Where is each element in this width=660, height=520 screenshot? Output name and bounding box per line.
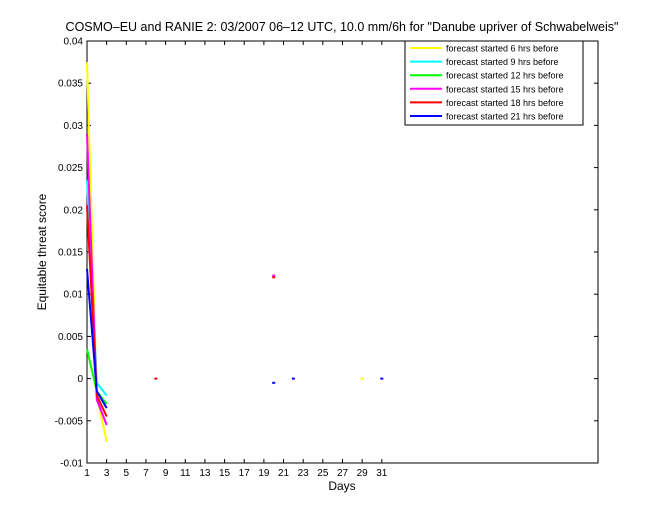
series-line-6 <box>86 268 108 409</box>
y-tick-label: -0.005 <box>55 416 84 427</box>
x-tick-label: 21 <box>278 468 290 479</box>
y-tick-label: 0.005 <box>58 332 83 343</box>
y-tick-label: 0.04 <box>64 37 84 48</box>
x-tick-label: 15 <box>219 468 231 479</box>
x-tick-label: 17 <box>239 468 251 479</box>
x-tick-label: 11 <box>180 468 191 479</box>
y-tick-label: 0 <box>77 374 83 385</box>
x-axis: 1 3 5 7 9 11 13 15 17 19 21 23 25 27 29 31 <box>84 41 388 479</box>
y-tick-label: -0.01 <box>60 459 83 470</box>
legend: forecast started 6 hrs before forecast st… <box>404 40 584 126</box>
chart-title: COSMO–EU and RANIE 2: 03/2007 06–12 UTC,… <box>66 20 619 34</box>
x-tick-label: 19 <box>258 468 270 479</box>
y-tick-label: 0.01 <box>64 290 84 301</box>
x-tick-label: 5 <box>124 468 130 479</box>
y-tick-label: 0.03 <box>64 121 84 132</box>
y-tick-label: 0.015 <box>58 248 83 259</box>
x-tick-label: 3 <box>104 468 110 479</box>
legend-label: forecast started 21 hrs before <box>446 112 564 122</box>
x-tick-label: 27 <box>337 468 349 479</box>
legend-label: forecast started 6 hrs before <box>446 44 559 54</box>
y-axis-label: Equitable threat score <box>35 193 49 310</box>
series-layer <box>86 62 384 443</box>
y-axis: -0.01 -0.005 0 0.005 0.01 0.015 0.02 0.025 0.03 0… <box>55 37 598 470</box>
x-axis-label: Days <box>328 479 355 493</box>
y-tick-label: 0.025 <box>58 163 83 174</box>
x-tick-label: 23 <box>298 468 310 479</box>
x-tick-label: 25 <box>317 468 329 479</box>
x-tick-label: 29 <box>357 468 369 479</box>
series-line-5 <box>86 205 108 418</box>
series-line-4 <box>86 133 108 426</box>
x-tick-label: 7 <box>143 468 149 479</box>
legend-label: forecast started 9 hrs before <box>446 57 559 67</box>
legend-box <box>404 40 584 126</box>
legend-label: forecast started 12 hrs before <box>446 71 564 81</box>
legend-label: forecast started 15 hrs before <box>446 84 564 94</box>
x-tick-label: 31 <box>376 468 388 479</box>
x-tick-label: 1 <box>84 468 90 479</box>
legend-label: forecast started 18 hrs before <box>446 98 564 108</box>
x-tick-label: 13 <box>199 468 211 479</box>
y-tick-label: 0.02 <box>64 205 84 216</box>
y-tick-label: 0.035 <box>58 79 83 90</box>
x-tick-label: 9 <box>163 468 169 479</box>
